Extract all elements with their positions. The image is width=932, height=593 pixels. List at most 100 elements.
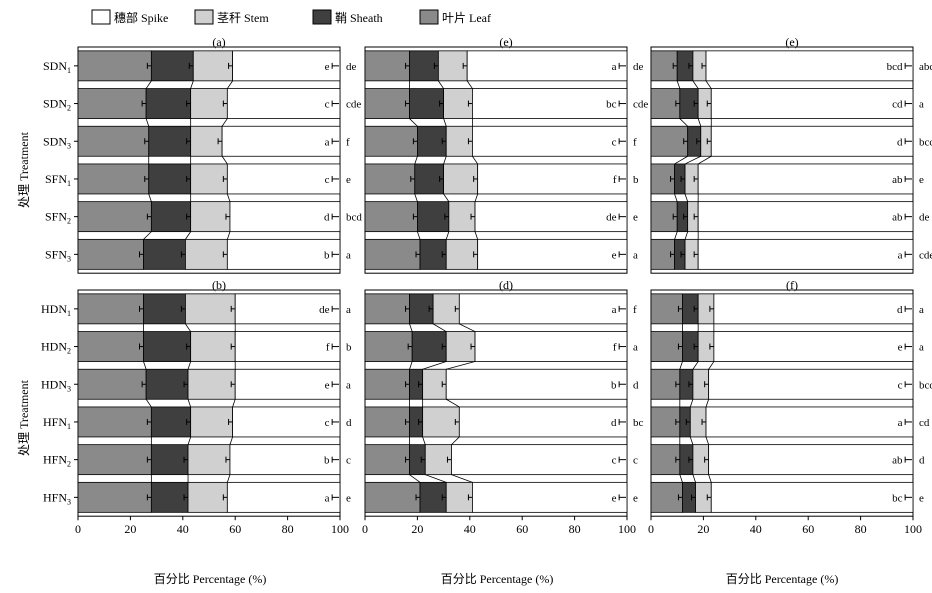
x-tick-label: 40: [750, 522, 762, 536]
category-label: HFN3: [43, 490, 71, 506]
bar-segment-leaf: [364, 444, 410, 476]
plot-frame: [77, 289, 341, 517]
bar-segment-spike: [708, 368, 914, 400]
bar-segment-leaf: [77, 50, 152, 82]
bar-segment-spike: [226, 163, 341, 195]
bar-segment-leaf: [364, 125, 418, 157]
bar-segment-stem: [187, 368, 236, 400]
spike-letter: f: [613, 342, 617, 354]
bar-segment-leaf: [77, 444, 152, 476]
bar-segment-spike: [710, 88, 914, 119]
connector-line: [232, 399, 236, 408]
bar-segment-spike: [234, 293, 341, 325]
significance-letter: c: [346, 455, 351, 467]
connector-line: [145, 118, 150, 127]
spike-letter: d: [611, 417, 617, 429]
significance-letter: b: [346, 342, 352, 354]
connector-line: [409, 361, 413, 370]
spike-letter: e: [612, 492, 617, 504]
significance-letter: abc: [919, 61, 932, 73]
connector-line: [432, 323, 447, 332]
x-tick-label: 0: [648, 522, 654, 536]
connector-line: [185, 231, 191, 240]
spike-letter: b: [324, 249, 330, 261]
bar-segment-leaf: [77, 331, 144, 362]
bar-segment-spike: [234, 331, 341, 362]
connector-line: [409, 118, 418, 127]
connector-line: [684, 231, 689, 240]
spike-letter: f: [326, 342, 330, 354]
bar-segment-spike: [232, 50, 341, 82]
significance-letter: de: [633, 61, 644, 73]
bar-segment-leaf: [364, 163, 416, 195]
bar-segment-leaf: [650, 331, 683, 362]
connector-line: [459, 323, 476, 332]
bar-segment-leaf: [364, 201, 418, 233]
connector-line: [692, 361, 699, 370]
spike-letter: d: [324, 212, 330, 224]
bar-segment-stem: [187, 444, 231, 476]
spike-letter: f: [613, 174, 617, 186]
connector-line: [692, 474, 696, 483]
connector-line: [692, 80, 699, 89]
connector-line: [684, 193, 689, 202]
bar-segment-spike: [474, 331, 628, 362]
significance-letter: de: [346, 61, 357, 73]
bar-segment-spike: [221, 125, 341, 157]
significance-letter: cde: [633, 99, 648, 111]
spike-letter: bc: [606, 99, 617, 111]
spike-letter: de: [319, 304, 330, 316]
spike-letter: cd: [892, 99, 903, 111]
significance-letter: bc: [633, 417, 644, 429]
bar-segment-stem: [190, 201, 231, 233]
significance-letter: b: [633, 174, 639, 186]
connector-line: [697, 118, 702, 127]
connector-line: [446, 361, 476, 370]
connector-line: [474, 193, 479, 202]
significance-letter: c: [633, 455, 638, 467]
x-tick-label: 20: [411, 522, 423, 536]
bar-segment-stem: [187, 481, 228, 513]
panel-label: (e): [785, 35, 798, 49]
connector-line: [187, 436, 192, 445]
bar-segment-stem: [185, 238, 228, 270]
connector-line: [443, 156, 447, 165]
significance-letter: cde: [919, 249, 932, 261]
connector-line: [414, 156, 418, 165]
connector-line: [674, 155, 688, 165]
bar-segment-stem: [190, 163, 228, 195]
significance-letter: a: [346, 249, 351, 261]
bar-segment-spike: [229, 444, 341, 476]
spike-letter: a: [898, 249, 903, 261]
bar-segment-spike: [226, 238, 341, 270]
bar-segment-stem: [185, 293, 236, 325]
x-tick-label: 0: [362, 522, 368, 536]
legend-swatch-2: [312, 9, 332, 25]
bar-segment-stem: [422, 406, 460, 438]
bar-segment-leaf: [650, 88, 681, 119]
bar-segment-spike: [705, 406, 914, 438]
significance-letter: bcd: [919, 136, 932, 148]
bar-segment-leaf: [650, 406, 681, 438]
significance-letter: a: [919, 99, 924, 111]
significance-letter: e: [633, 492, 638, 504]
bar-segment-stem: [437, 50, 468, 82]
spike-letter: a: [898, 417, 903, 429]
spike-letter: c: [612, 136, 617, 148]
bar-segment-leaf: [77, 238, 144, 270]
connector-line: [451, 436, 460, 445]
x-tick-label: 0: [75, 522, 81, 536]
bar-segment-leaf: [650, 201, 678, 233]
significance-letter: d: [919, 455, 925, 467]
connector-line: [185, 323, 191, 332]
x-tick-label: 20: [124, 522, 136, 536]
category-label: SDN1: [43, 59, 71, 75]
connector-line: [143, 361, 147, 370]
connector-line: [689, 399, 694, 408]
bar-segment-leaf: [364, 406, 410, 438]
spike-letter: ab: [892, 212, 903, 224]
connector-line: [425, 474, 447, 483]
category-label: SFN1: [45, 172, 71, 188]
connector-line: [443, 193, 450, 202]
connector-line: [409, 323, 413, 332]
